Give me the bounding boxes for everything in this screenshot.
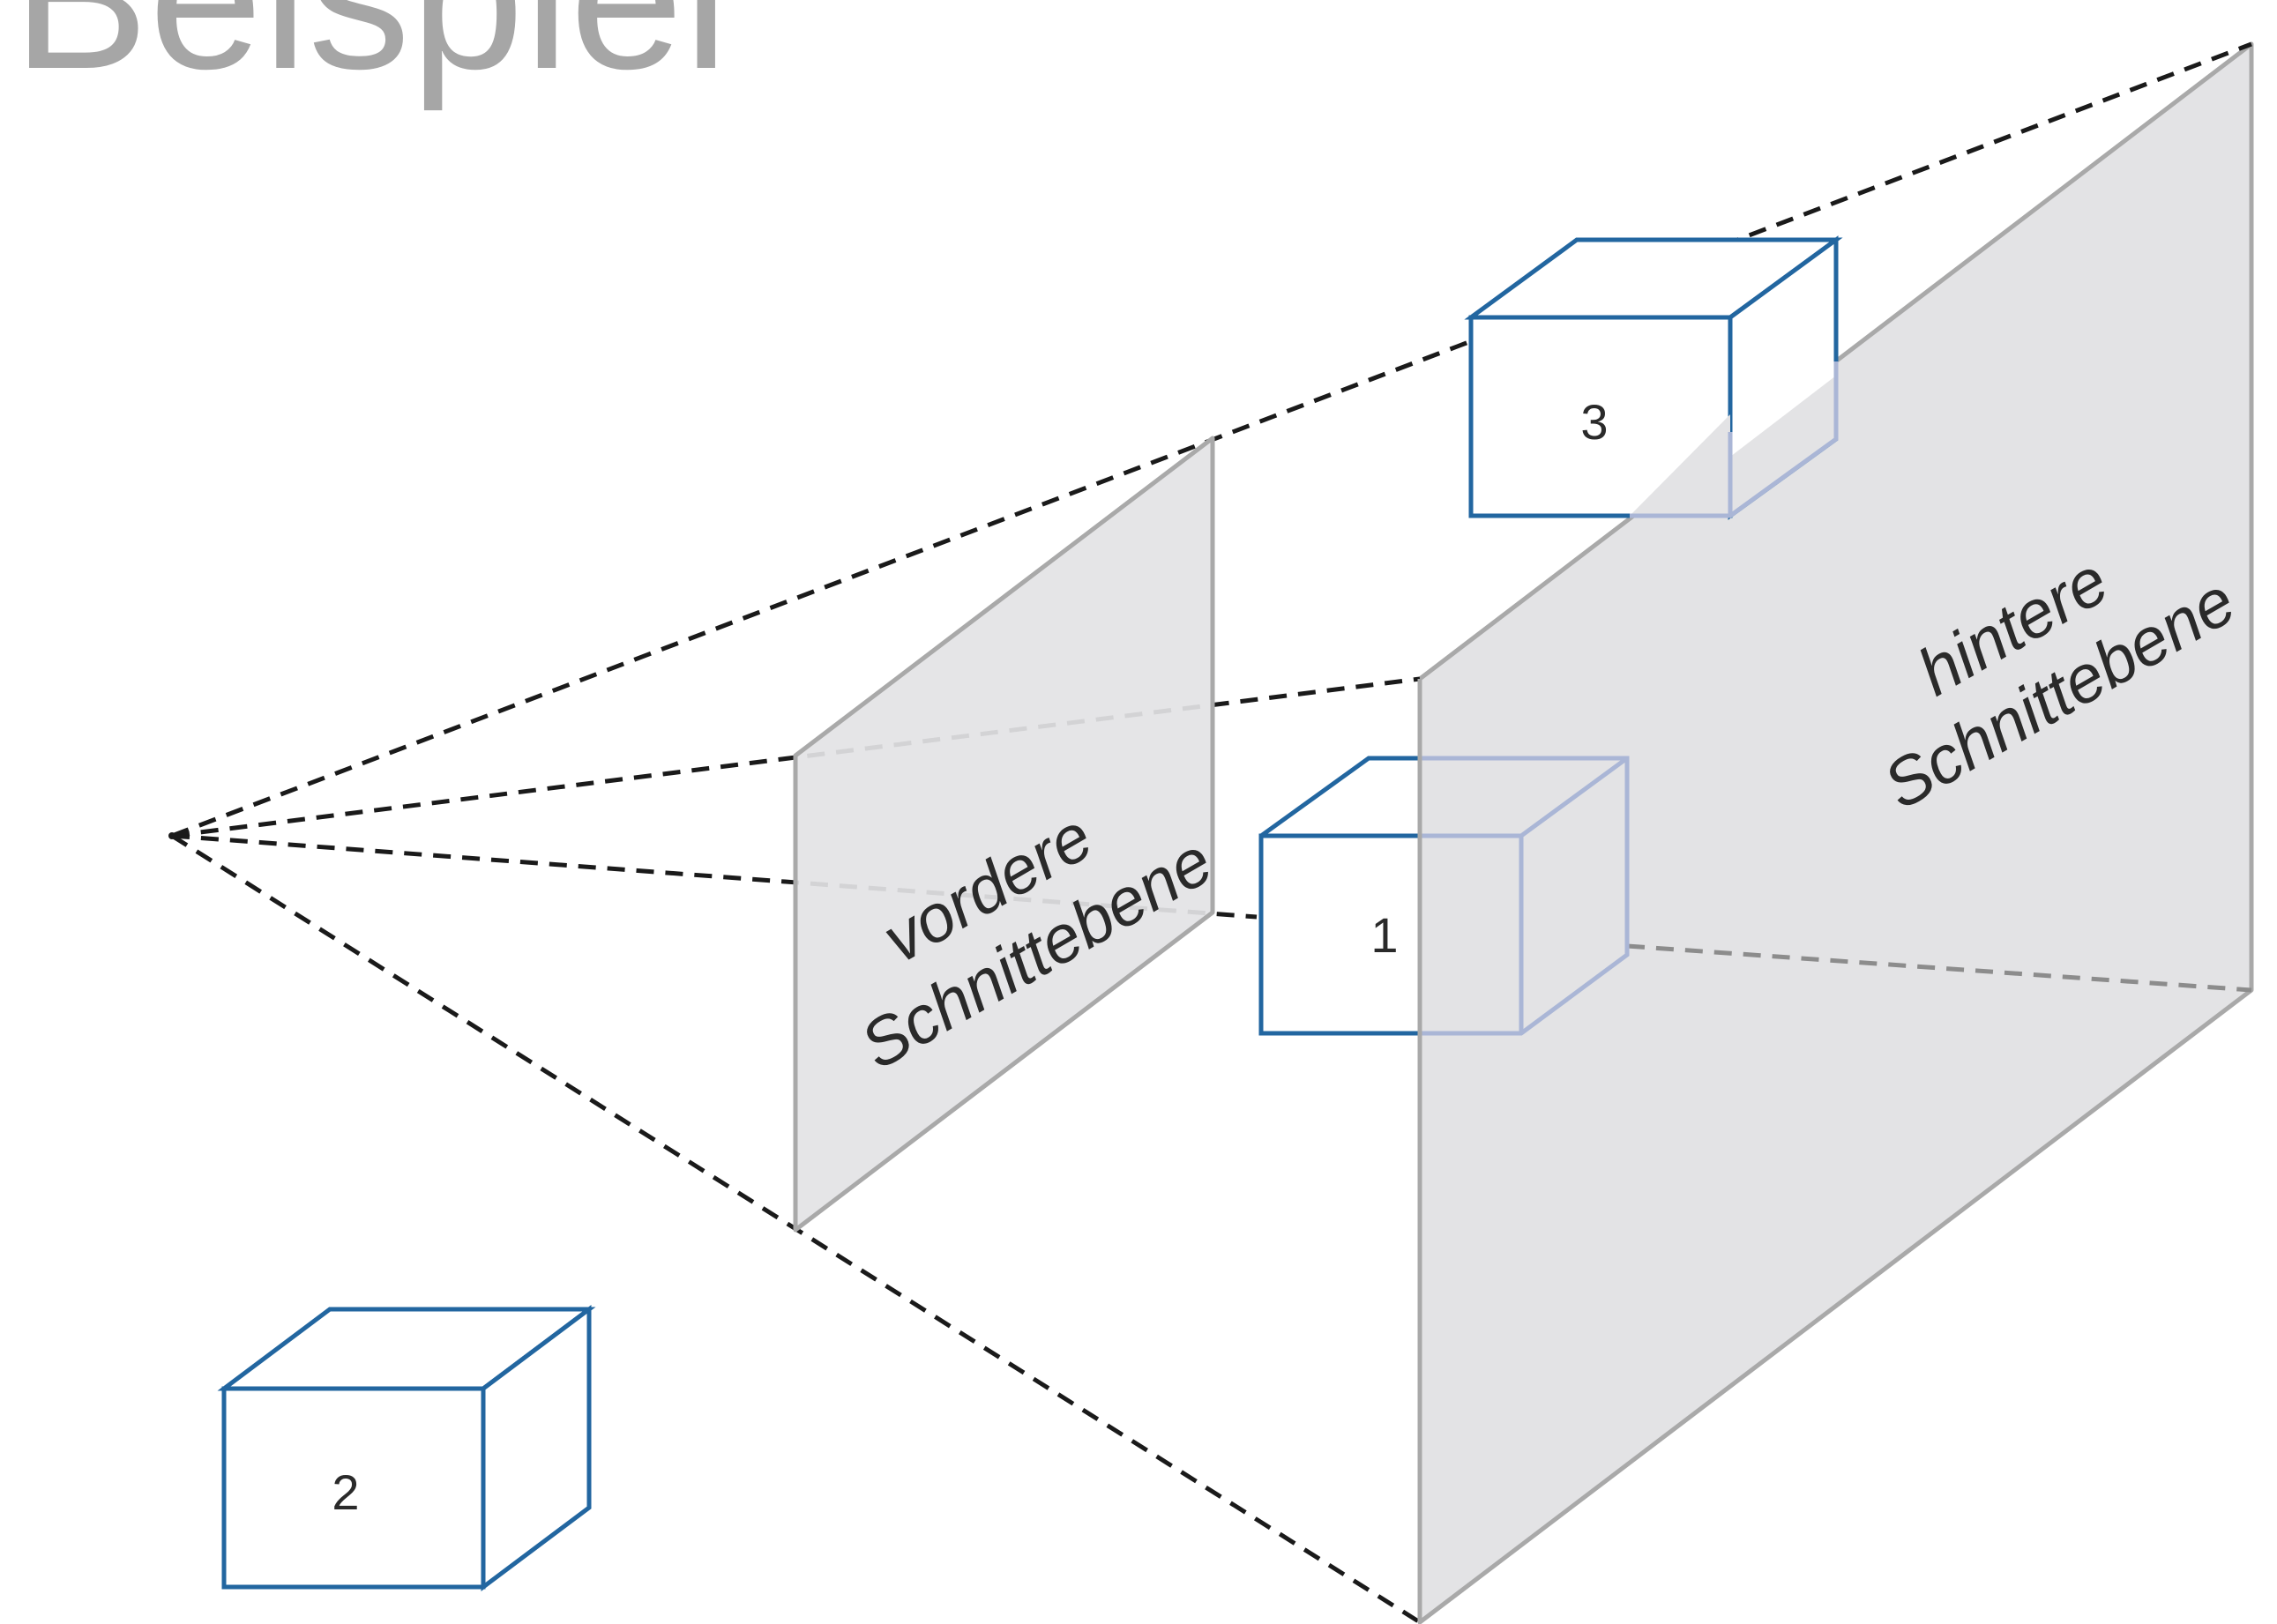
frustum-edge-middle-lower-far	[1626, 943, 2252, 993]
cube-3-label: 3	[1580, 394, 1608, 450]
eye-point	[168, 832, 175, 839]
near-clipping-plane	[793, 436, 1215, 1233]
cube-2	[217, 1305, 596, 1591]
cube-1	[1258, 756, 1630, 1036]
cube-3	[1464, 235, 1843, 520]
slide-title: Beispiel	[12, 0, 728, 101]
cube-1-label: 1	[1370, 907, 1398, 963]
cube-2-label: 2	[332, 1464, 359, 1520]
